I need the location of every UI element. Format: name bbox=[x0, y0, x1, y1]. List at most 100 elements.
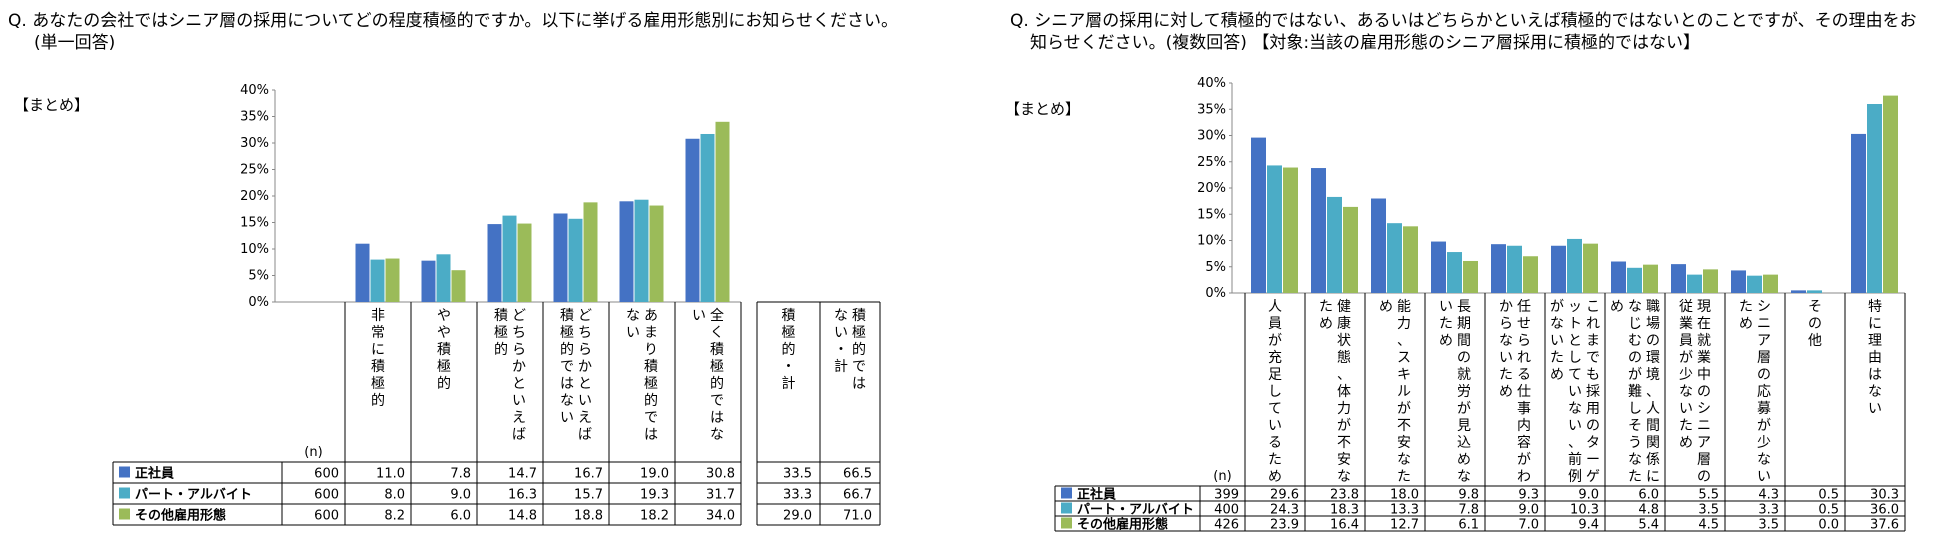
right-cell-value: 12.7 bbox=[1390, 518, 1419, 533]
right-category-label-char: ま bbox=[1586, 333, 1600, 349]
left-ytick-label: 15% bbox=[240, 216, 269, 231]
right-cell-value: 18.3 bbox=[1330, 503, 1359, 518]
right-ytick-label: 0% bbox=[1205, 286, 1226, 301]
right-category-label-char: な bbox=[1628, 452, 1642, 468]
right-cell-value: 4.3 bbox=[1758, 488, 1779, 503]
right-category-label-char: は bbox=[1868, 367, 1882, 383]
right-category-label-char: な bbox=[1337, 469, 1351, 485]
left-category-label-char: と bbox=[512, 376, 526, 392]
right-bar bbox=[1643, 264, 1658, 293]
right-cell-value: 3.3 bbox=[1758, 503, 1779, 518]
right-category-label-char: な bbox=[1757, 452, 1771, 468]
left-cell-value: 6.0 bbox=[450, 509, 471, 524]
right-cell-value: 5.5 bbox=[1698, 488, 1719, 503]
right-bar bbox=[1251, 137, 1266, 293]
right-category-label-char: 関 bbox=[1646, 435, 1660, 451]
right-category-label-char: 見 bbox=[1457, 418, 1471, 434]
left-bar bbox=[619, 201, 634, 302]
left-ytick-label: 10% bbox=[240, 242, 269, 257]
left-category-label-char: 的 bbox=[494, 342, 508, 358]
left-category-label-char: ら bbox=[578, 342, 592, 358]
right-cell-value: 18.0 bbox=[1390, 488, 1419, 503]
right-category-label-char: め bbox=[1457, 452, 1471, 468]
right-category-label-char: 康 bbox=[1337, 315, 1351, 332]
left-cell-value: 19.0 bbox=[640, 467, 669, 482]
right-category-label-char: め bbox=[1739, 316, 1753, 332]
left-legend-swatch bbox=[119, 487, 130, 499]
left-category-label-char: 極 bbox=[560, 325, 574, 341]
left-bar bbox=[487, 224, 502, 302]
left-bar bbox=[451, 270, 466, 302]
right-category-label-char: タ bbox=[1586, 435, 1600, 451]
right-question-line1: Q. シニア層の採用に対して積極的ではない、あるいはどちらかといえば積極的ではな… bbox=[1010, 11, 1917, 31]
left-category-label-char: え bbox=[512, 410, 526, 426]
left-total-category-label-char: 積 bbox=[852, 308, 866, 324]
right-category-label-char: 充 bbox=[1268, 350, 1282, 366]
right-category-label-char: 層 bbox=[1697, 452, 1711, 468]
right-category-label-char: し bbox=[1268, 384, 1282, 400]
left-cell-value: 18.2 bbox=[640, 509, 669, 524]
right-bar bbox=[1851, 133, 1866, 293]
right-category-label-char: 任 bbox=[1517, 299, 1531, 315]
right-category-label-char: 足 bbox=[1268, 367, 1282, 383]
right-category-label-char: が bbox=[1337, 418, 1351, 434]
left-cell-value: 34.0 bbox=[706, 509, 735, 524]
right-category-label-char: か bbox=[1499, 299, 1513, 315]
right-category-label-char: 込 bbox=[1457, 435, 1471, 451]
left-category-label-char: と bbox=[578, 376, 592, 392]
left-category-label-char: は bbox=[560, 376, 574, 392]
left-category-label-char: え bbox=[578, 410, 592, 426]
right-category-label-char: な bbox=[1397, 452, 1411, 468]
right-cell-value: 24.3 bbox=[1270, 503, 1299, 518]
right-category-label-char: う bbox=[1628, 435, 1642, 451]
left-question-line2: (単一回答) bbox=[34, 33, 116, 53]
right-cell-value: 9.0 bbox=[1578, 488, 1599, 503]
right-category-label-char: め bbox=[1499, 384, 1513, 400]
right-category-label-char: 、 bbox=[1337, 367, 1351, 383]
right-category-label-char: の bbox=[1697, 469, 1711, 485]
left-total-category-label-char: は bbox=[852, 376, 866, 392]
right-bar bbox=[1387, 223, 1402, 293]
right-category-label-char: む bbox=[1628, 333, 1642, 349]
right-category-label-char: な bbox=[1499, 333, 1513, 349]
right-category-label-char: 不 bbox=[1397, 418, 1411, 434]
right-category-label-char: 就 bbox=[1457, 367, 1471, 383]
right-cell-value: 9.0 bbox=[1518, 503, 1539, 518]
right-question-line2: 知らせください。(複数回答) 【対象:当該の雇用形態のシニア層採用に積極的ではな… bbox=[1030, 33, 1701, 53]
left-bar bbox=[649, 205, 664, 302]
right-category-label-char: 特 bbox=[1868, 299, 1882, 315]
left-matome-label: 【まとめ】 bbox=[14, 96, 90, 114]
right-category-label-char: ニ bbox=[1697, 418, 1711, 434]
right-bar bbox=[1447, 252, 1462, 293]
right-category-label-char: ア bbox=[1757, 333, 1771, 349]
right-ytick-label: 20% bbox=[1197, 181, 1226, 196]
left-category-label-char: な bbox=[560, 393, 574, 409]
left-bar bbox=[385, 258, 400, 302]
right-category-label-char: せ bbox=[1517, 316, 1531, 332]
left-ytick-label: 20% bbox=[240, 189, 269, 204]
right-cell-value: 37.6 bbox=[1870, 518, 1899, 533]
left-n-header: (n) bbox=[304, 445, 322, 460]
right-category-label-char: 業 bbox=[1679, 316, 1693, 332]
right-category-label-char: 採 bbox=[1586, 384, 1600, 400]
left-cell-value: 11.0 bbox=[376, 467, 405, 482]
right-category-label-char: ス bbox=[1397, 350, 1411, 366]
right-category-label-char: い bbox=[1568, 384, 1582, 400]
left-category-label-char: 極 bbox=[710, 359, 724, 375]
left-category-label-char: 積 bbox=[644, 359, 658, 375]
right-category-label-char: る bbox=[1517, 367, 1531, 383]
left-category-label-char: 的 bbox=[644, 393, 658, 409]
left-bar bbox=[517, 223, 532, 302]
right-category-label-char: こ bbox=[1586, 299, 1600, 315]
right-category-label-char: 由 bbox=[1868, 350, 1882, 366]
right-row-label: パート・アルバイト bbox=[1077, 503, 1194, 518]
right-cell-value: 3.5 bbox=[1698, 503, 1719, 518]
right-category-label-char: と bbox=[1568, 333, 1582, 349]
right-cell-value: 13.3 bbox=[1390, 503, 1419, 518]
right-category-label-char: い bbox=[1868, 401, 1882, 417]
left-question-line1: Q. あなたの会社ではシニア層の採用についてどの程度積極的ですか。以下に挙げる雇… bbox=[8, 11, 898, 31]
right-category-label-char: に bbox=[1646, 469, 1660, 485]
right-category-label-char: が bbox=[1628, 367, 1642, 383]
right-cell-value: 0.0 bbox=[1818, 518, 1839, 533]
right-cell-value: 7.8 bbox=[1458, 503, 1479, 518]
